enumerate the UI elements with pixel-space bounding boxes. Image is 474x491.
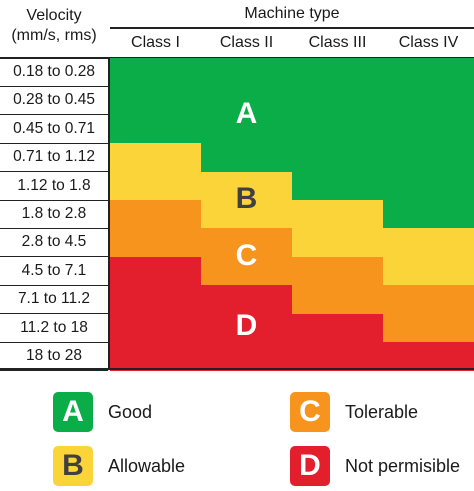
legend-label-tolerable: Tolerable xyxy=(345,402,419,422)
legend-label-good: Good xyxy=(108,402,153,422)
zone-cell-d xyxy=(110,256,202,286)
zone-cell-c xyxy=(201,228,293,258)
velocity-column-divider xyxy=(108,58,110,370)
zone-cell-a xyxy=(383,171,474,201)
zone-cell-d xyxy=(292,313,384,343)
zone-letter-a: A xyxy=(235,97,258,130)
zone-cell-d xyxy=(201,313,293,343)
legend-swatch-d: D xyxy=(290,446,330,486)
zone-cell-d xyxy=(110,313,202,343)
severity-grid xyxy=(110,58,474,371)
zone-cell-a xyxy=(292,58,384,87)
zone-cell-b xyxy=(201,171,293,201)
zone-cell-a xyxy=(383,143,474,173)
velocity-row-label: 4.5 to 7.1 xyxy=(0,257,108,286)
zone-cell-a xyxy=(201,114,293,144)
zone-cell-c xyxy=(110,228,202,258)
zone-cell-a xyxy=(201,58,293,87)
zone-cell-a xyxy=(292,171,384,201)
velocity-row-label: 18 to 28 xyxy=(0,342,108,371)
zone-cell-a xyxy=(110,114,202,144)
zone-letter-c: C xyxy=(235,239,258,272)
velocity-row-label: 0.28 to 0.45 xyxy=(0,86,108,116)
zone-cell-d xyxy=(383,342,474,371)
class-label-3: Class III xyxy=(308,34,367,51)
zone-cell-a xyxy=(201,143,293,173)
zone-cell-a xyxy=(110,86,202,116)
zone-cell-b xyxy=(383,256,474,286)
legend-swatch-a: A xyxy=(53,392,93,432)
velocity-row-label: 7.1 to 11.2 xyxy=(0,285,108,315)
class-label-1: Class I xyxy=(131,34,180,51)
zone-letter-d: D xyxy=(235,309,258,342)
legend-label-not-permisible: Not permisible xyxy=(345,456,461,476)
zone-cell-c xyxy=(383,285,474,315)
zone-cell-d xyxy=(201,342,293,371)
legend-label-allowable: Allowable xyxy=(108,456,186,476)
table-bottom-line xyxy=(0,368,474,370)
legend-swatch-b: B xyxy=(53,446,93,486)
zone-cell-a xyxy=(383,200,474,229)
zone-cell-d xyxy=(110,285,202,315)
class-label-4: Class IV xyxy=(398,34,459,51)
class-label-2: Class II xyxy=(219,34,274,51)
zone-cell-b xyxy=(292,228,384,258)
zone-cell-c xyxy=(383,313,474,343)
velocity-row-label: 1.12 to 1.8 xyxy=(0,172,108,201)
zone-letter-b: B xyxy=(235,182,258,215)
zone-cell-d xyxy=(110,342,202,371)
legend-swatch-c: C xyxy=(290,392,330,432)
zone-cell-d xyxy=(292,342,384,371)
zone-cell-b xyxy=(110,171,202,201)
zone-cell-c xyxy=(292,285,384,315)
zone-cell-a xyxy=(292,143,384,173)
velocity-row-label: 0.71 to 1.12 xyxy=(0,143,108,173)
velocity-header-line1: Velocity xyxy=(26,7,82,24)
zone-cell-d xyxy=(201,285,293,315)
zone-cell-c xyxy=(110,200,202,229)
zone-cell-a xyxy=(383,58,474,87)
zone-cell-b xyxy=(201,200,293,229)
velocity-row-label: 0.45 to 0.71 xyxy=(0,115,108,144)
velocity-row-label: 2.8 to 4.5 xyxy=(0,228,108,258)
zone-cell-a xyxy=(292,86,384,116)
zone-cell-c xyxy=(292,256,384,286)
zone-cell-a xyxy=(292,114,384,144)
zone-cell-a xyxy=(110,58,202,87)
velocity-row-label: 11.2 to 18 xyxy=(0,314,108,343)
velocity-row-label: 0.18 to 0.28 xyxy=(0,58,108,87)
machine-type-header: Machine type xyxy=(244,5,340,22)
velocity-row-label: 1.8 to 2.8 xyxy=(0,200,108,229)
zone-cell-b xyxy=(383,228,474,258)
zone-cell-b xyxy=(110,143,202,173)
velocity-header-line2: (mm/s, rms) xyxy=(11,27,97,44)
zone-cell-a xyxy=(383,86,474,116)
zone-cell-c xyxy=(201,256,293,286)
zone-cell-b xyxy=(292,200,384,229)
table-top-line xyxy=(0,57,474,59)
header-divider xyxy=(110,27,474,29)
zone-cell-a xyxy=(383,114,474,144)
zone-cell-a xyxy=(201,86,293,116)
velocity-header: Velocity (mm/s, rms) xyxy=(0,6,108,46)
